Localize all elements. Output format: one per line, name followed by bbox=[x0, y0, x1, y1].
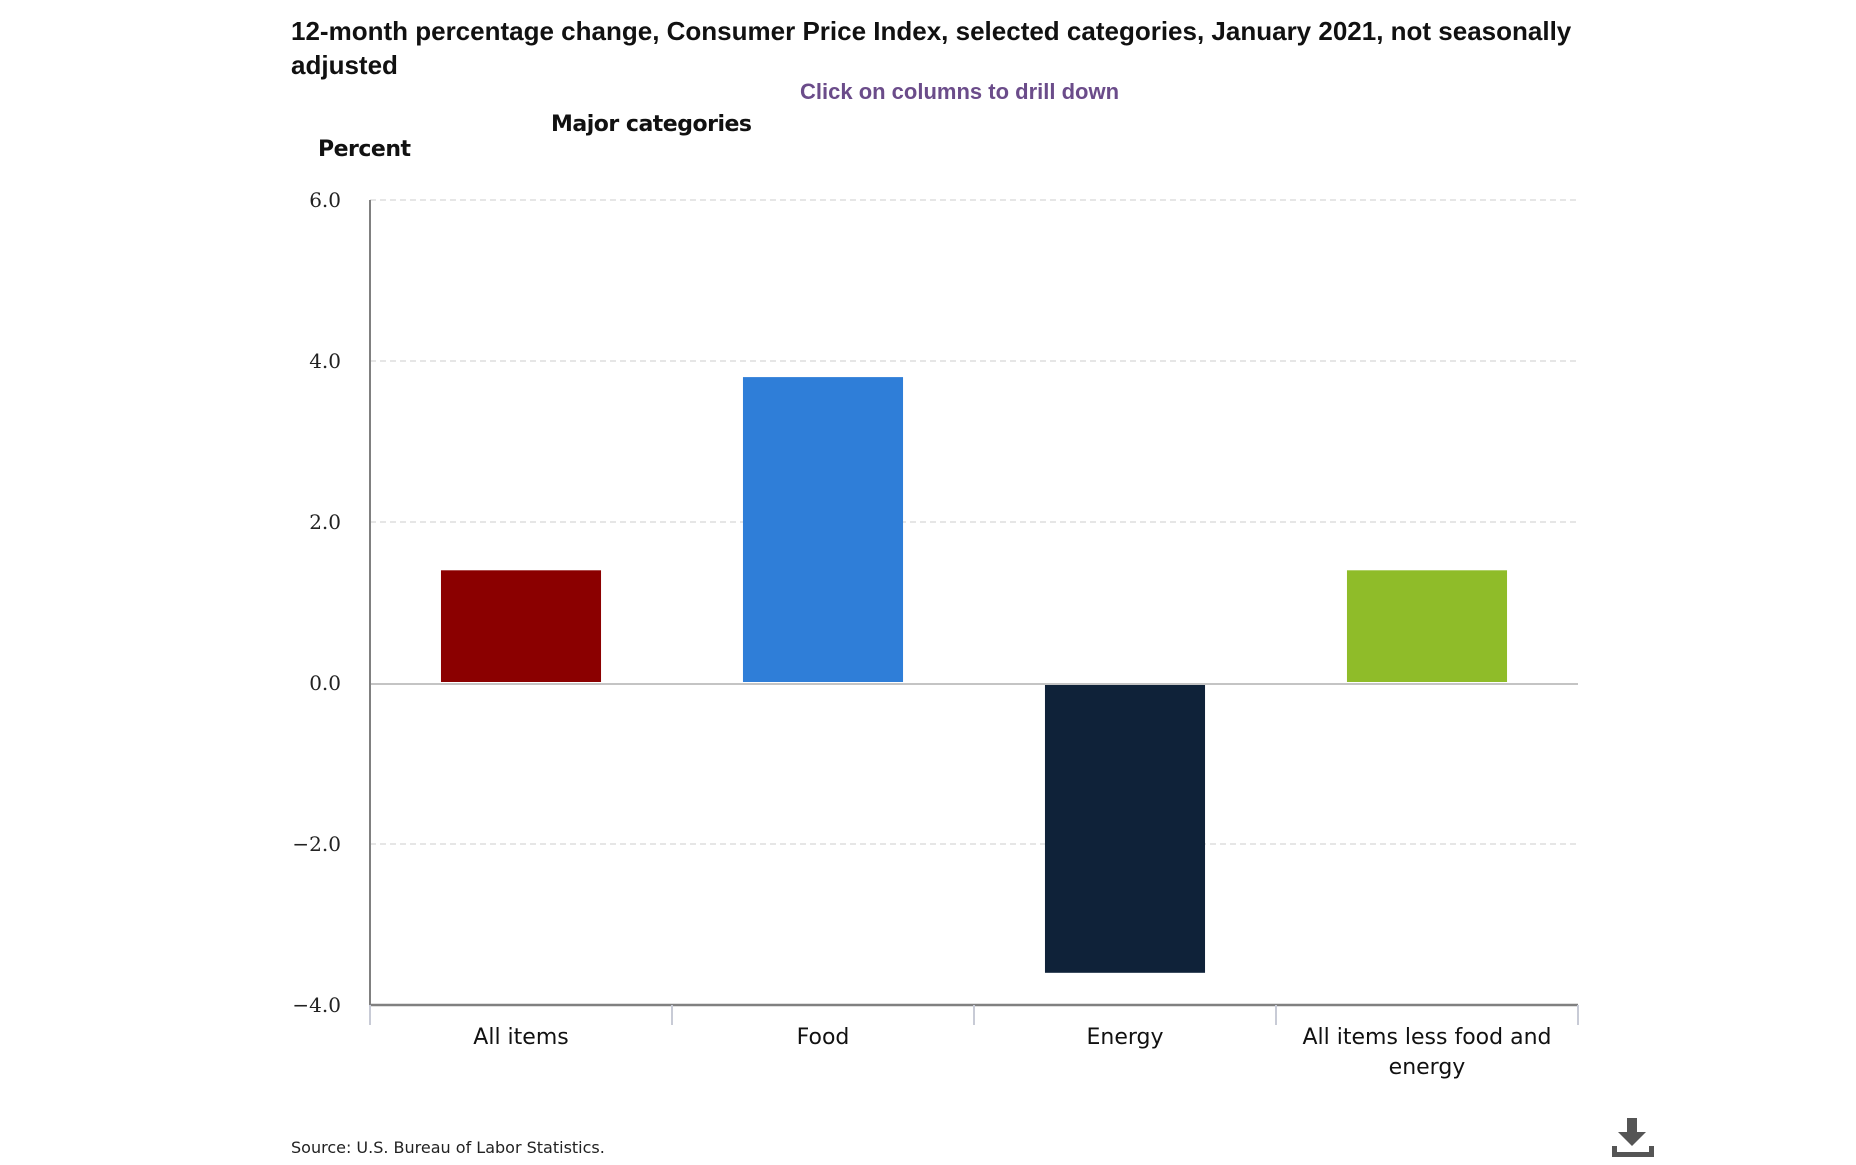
bar-all-items-less-food-and-energy[interactable] bbox=[1346, 570, 1508, 682]
x-tick-label: Food bbox=[797, 1025, 850, 1050]
x-tick-label: energy bbox=[1389, 1055, 1466, 1080]
x-tick-label: Energy bbox=[1086, 1025, 1163, 1050]
y-axis-label: Percent bbox=[318, 137, 411, 162]
bars bbox=[440, 377, 1508, 973]
y-tick-label: 4.0 bbox=[309, 349, 341, 373]
y-tick-label: 2.0 bbox=[309, 510, 341, 534]
y-tick-labels: 6.0 4.0 2.0 0.0 −2.0 −4.0 bbox=[292, 188, 341, 1017]
y-tick-label: 6.0 bbox=[309, 188, 341, 212]
bar-all-items[interactable] bbox=[440, 570, 602, 682]
y-tick-label: 0.0 bbox=[309, 671, 341, 695]
bar-energy[interactable] bbox=[1044, 685, 1206, 973]
bar-food[interactable] bbox=[742, 377, 904, 682]
drill-down-hint: Click on columns to drill down bbox=[800, 79, 1120, 104]
source-note: Source: U.S. Bureau of Labor Statistics. bbox=[291, 1138, 605, 1157]
gridlines bbox=[370, 199, 1578, 845]
axes bbox=[369, 200, 1579, 1025]
chart-subtitle: Major categories bbox=[551, 112, 752, 137]
chart-title: 12-month percentage change, Consumer Pri… bbox=[291, 16, 1572, 80]
y-tick-label: −4.0 bbox=[292, 993, 341, 1017]
x-tick-label: All items bbox=[473, 1025, 568, 1050]
download-icon bbox=[1612, 1118, 1654, 1157]
download-button[interactable] bbox=[1610, 1116, 1656, 1160]
x-tick-labels: All items Food Energy All items less food a… bbox=[473, 1025, 1551, 1080]
x-tick-label: All items less food and bbox=[1302, 1025, 1551, 1050]
y-tick-label: −2.0 bbox=[292, 832, 341, 856]
